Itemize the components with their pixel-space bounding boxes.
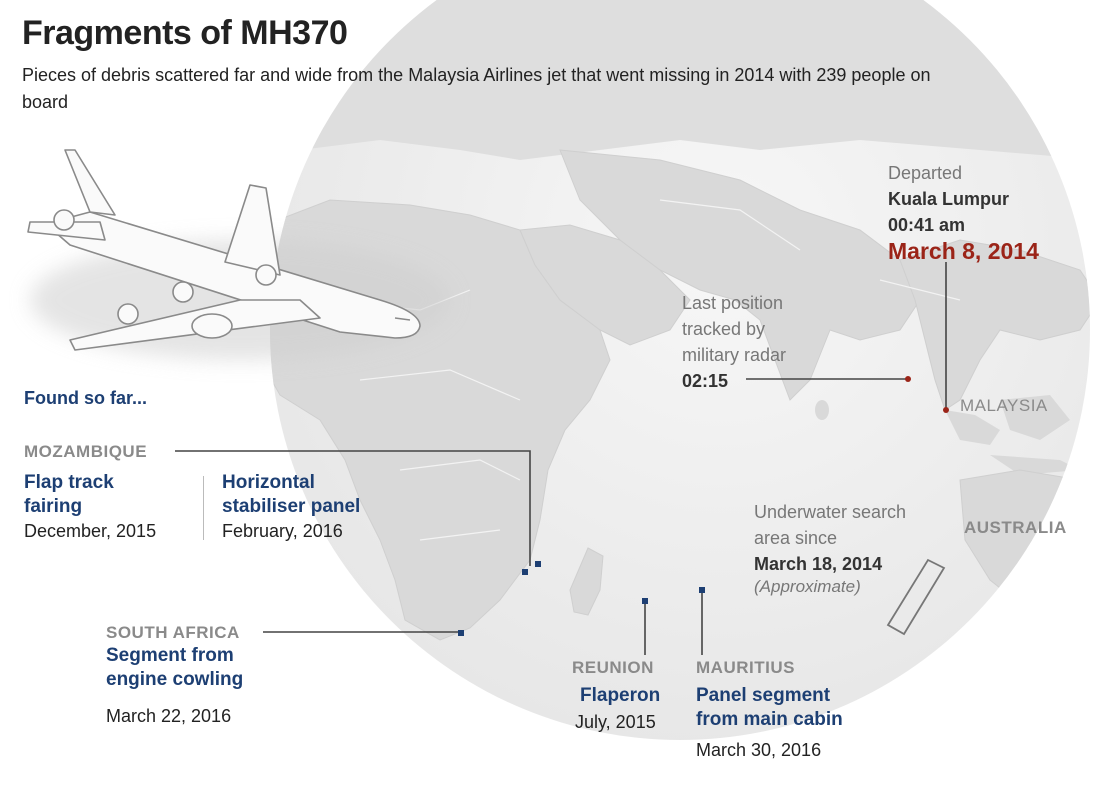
sumatra-island — [945, 410, 1000, 445]
radar-time: 02:15 — [682, 371, 729, 391]
malaysia-label: MALAYSIA — [960, 396, 1048, 415]
asia-landmass — [559, 149, 921, 401]
airplane-illustration — [27, 149, 421, 351]
flap-track-fairing-name: Flap track fairing — [24, 472, 114, 517]
sri-lanka-island — [815, 400, 829, 420]
radar-line-2: tracked by — [682, 319, 766, 339]
search-date: March 18, 2014 — [754, 554, 883, 574]
search-line-1: Underwater search — [754, 502, 907, 522]
flap-track-fairing-date: December, 2015 — [24, 521, 157, 541]
arabia-landmass — [519, 224, 691, 346]
debris-markers — [458, 561, 705, 636]
found-so-far-heading: Found so far... — [24, 388, 148, 408]
australia-label: AUSTRALIA — [964, 518, 1067, 537]
search-note: (Approximate) — [754, 577, 861, 596]
mozambique-divider — [203, 476, 204, 540]
madagascar-island — [569, 547, 604, 616]
cabin-panel-name: Panel segment from main cabin — [696, 685, 843, 730]
search-area-block: Underwater search area since March 18, 2… — [754, 499, 906, 597]
page-subtitle: Pieces of debris scattered far and wide … — [22, 65, 931, 112]
south-africa-marker — [458, 630, 464, 636]
engine-cowling-date: March 22, 2016 — [106, 706, 232, 726]
mozambique-label: MOZAMBIQUE — [24, 442, 148, 461]
radar-line-3: military radar — [682, 345, 787, 365]
kuala-lumpur-point — [943, 407, 949, 413]
mauritius-marker — [699, 587, 705, 593]
borneo-island — [1000, 395, 1070, 440]
radar-point — [905, 376, 911, 382]
departed-label: Departed — [888, 163, 963, 183]
flaperon-name: Flaperon — [580, 685, 661, 706]
mauritius-label: MAURITIUS — [696, 658, 795, 677]
cabin-panel-date: March 30, 2016 — [696, 740, 822, 760]
southeast-asia-landmass — [899, 239, 1090, 411]
radar-block: Last position tracked by military radar … — [682, 290, 786, 394]
search-area-outline — [886, 558, 946, 636]
page-title: Fragments of MH370 — [22, 14, 348, 52]
mozambique-marker-2 — [535, 561, 541, 567]
departed-time: 00:41 am — [888, 215, 966, 235]
radar-line-1: Last position — [682, 293, 784, 313]
horizontal-stabiliser-name: Horizontal stabiliser panel — [222, 472, 361, 517]
mozambique-item-1: Flap track fairing December, 2015 — [24, 471, 174, 543]
leader-lines — [175, 262, 947, 655]
search-line-2: area since — [754, 528, 838, 548]
australia-landmass — [959, 469, 1090, 641]
mozambique-line — [175, 450, 531, 566]
flaperon-date: July, 2015 — [575, 712, 656, 732]
departed-block: Departed Kuala Lumpur 00:41 am March 8, … — [888, 160, 1039, 265]
mozambique-item-2: Horizontal stabiliser panel February, 20… — [222, 471, 402, 543]
departed-city: Kuala Lumpur — [888, 189, 1010, 209]
reunion-label: REUNION — [572, 658, 654, 677]
mozambique-marker-1 — [522, 569, 528, 575]
java-island — [990, 455, 1080, 475]
engine-cowling-name: Segment from engine cowling — [106, 645, 244, 690]
departed-date: March 8, 2014 — [888, 238, 1039, 264]
reunion-marker — [642, 598, 648, 604]
europe-asia-north — [300, 0, 1090, 160]
south-africa-label: SOUTH AFRICA — [106, 623, 240, 642]
horizontal-stabiliser-date: February, 2016 — [222, 521, 343, 541]
